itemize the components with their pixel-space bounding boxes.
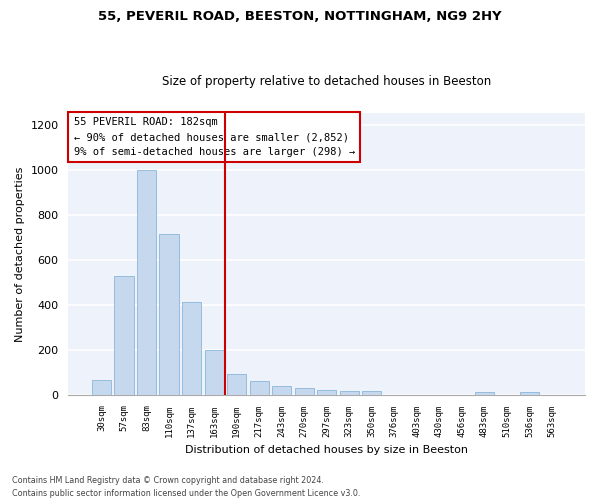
Bar — [475, 392, 494, 394]
X-axis label: Distribution of detached houses by size in Beeston: Distribution of detached houses by size … — [185, 445, 468, 455]
Bar — [92, 380, 111, 394]
Y-axis label: Number of detached properties: Number of detached properties — [15, 166, 25, 342]
Text: 55, PEVERIL ROAD, BEESTON, NOTTINGHAM, NG9 2HY: 55, PEVERIL ROAD, BEESTON, NOTTINGHAM, N… — [98, 10, 502, 23]
Bar — [227, 374, 246, 394]
Bar — [137, 170, 156, 394]
Bar — [317, 390, 336, 394]
Bar — [340, 390, 359, 394]
Bar — [182, 302, 201, 394]
Bar — [362, 390, 382, 394]
Bar — [250, 381, 269, 394]
Title: Size of property relative to detached houses in Beeston: Size of property relative to detached ho… — [162, 76, 491, 88]
Bar — [205, 350, 224, 395]
Bar — [272, 386, 291, 394]
Bar — [115, 276, 134, 394]
Bar — [295, 388, 314, 394]
Text: Contains HM Land Registry data © Crown copyright and database right 2024.
Contai: Contains HM Land Registry data © Crown c… — [12, 476, 361, 498]
Bar — [160, 234, 179, 394]
Bar — [520, 392, 539, 394]
Text: 55 PEVERIL ROAD: 182sqm
← 90% of detached houses are smaller (2,852)
9% of semi-: 55 PEVERIL ROAD: 182sqm ← 90% of detache… — [74, 118, 355, 157]
